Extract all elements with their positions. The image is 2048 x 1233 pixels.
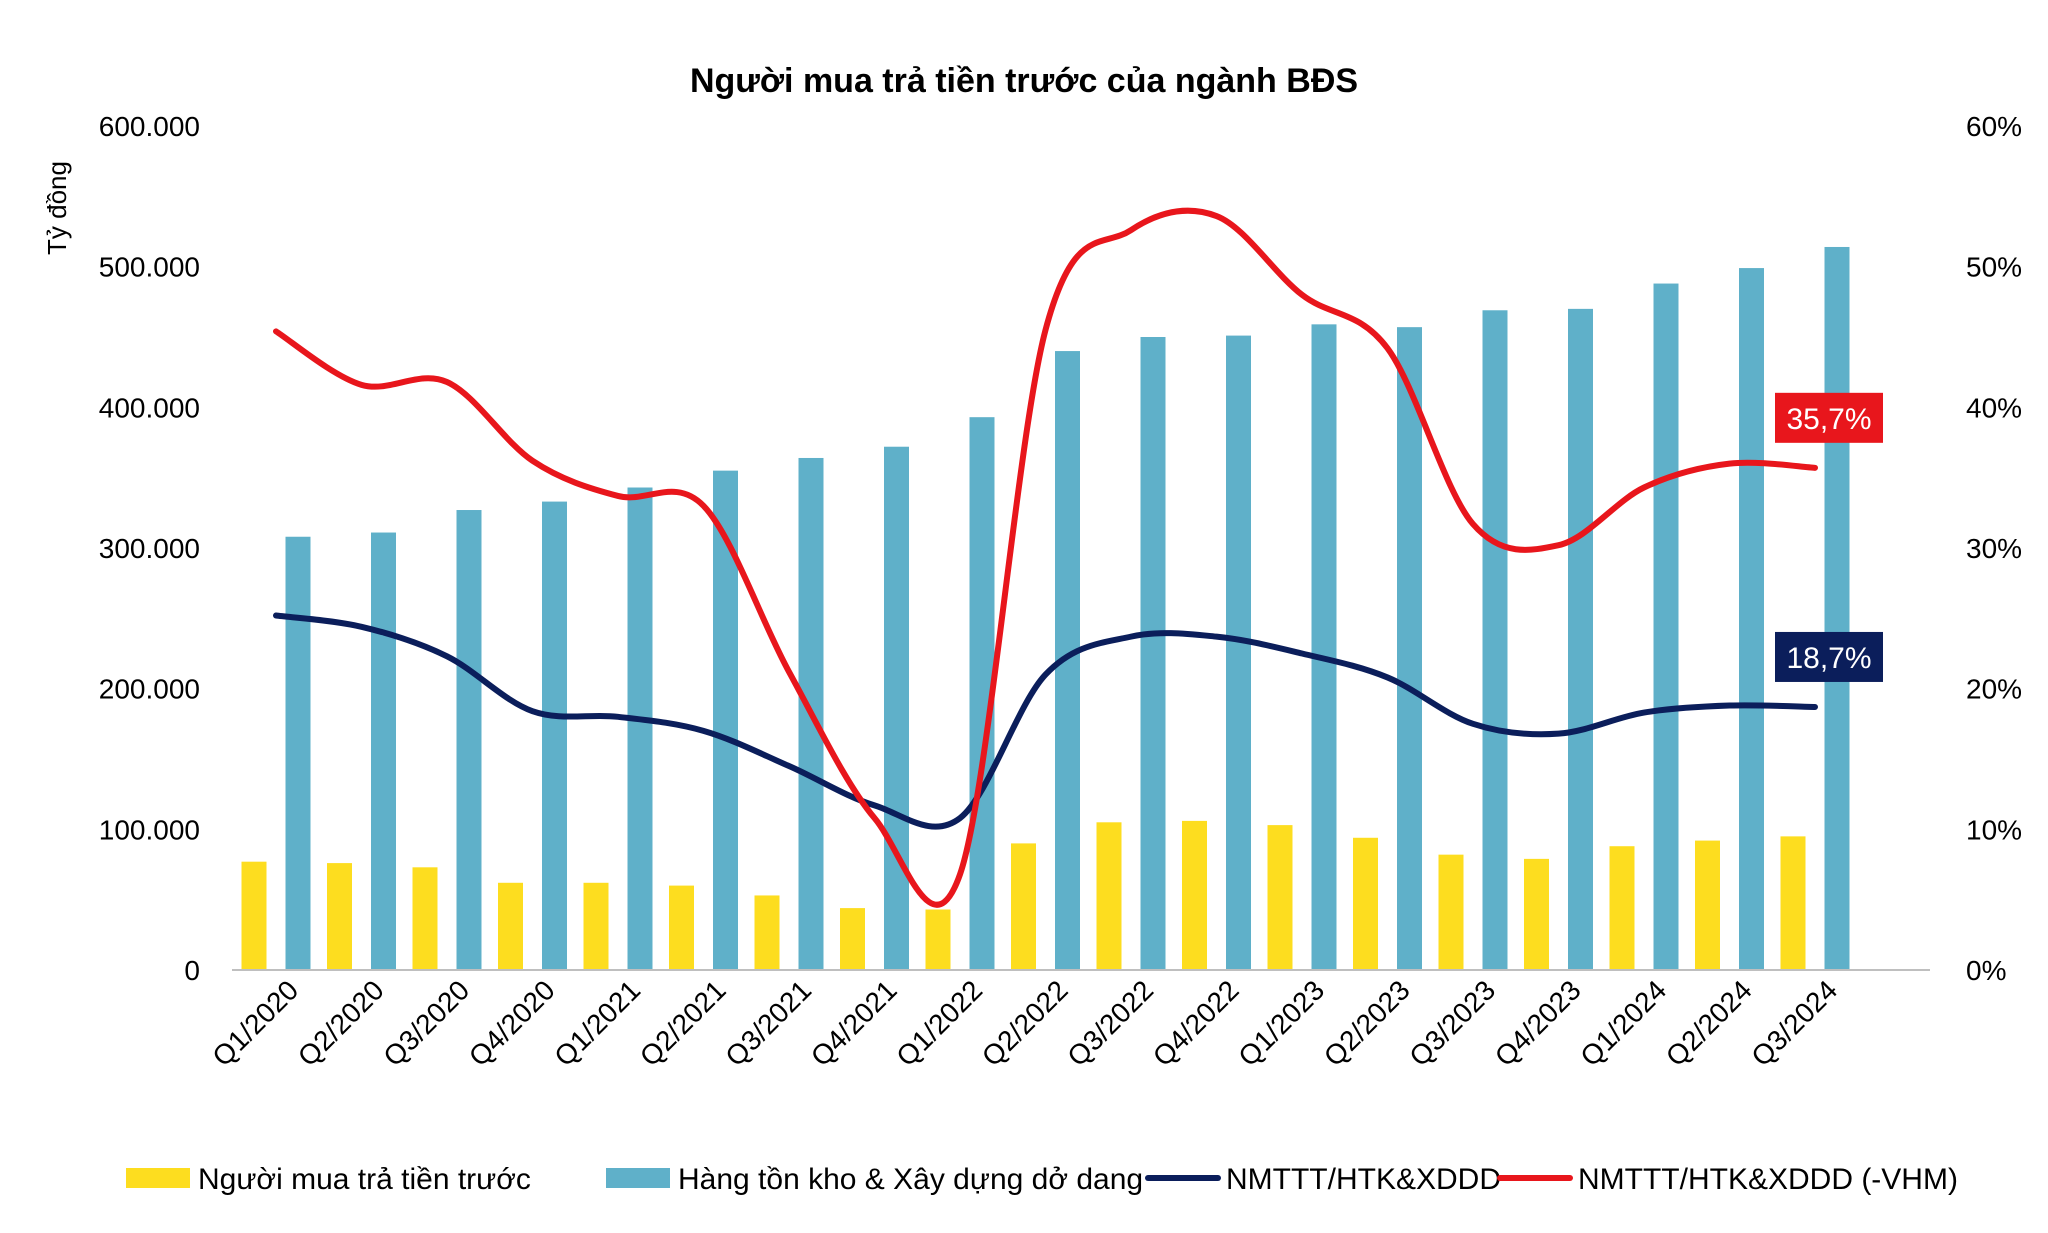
bar-series — [241, 246, 1850, 971]
bar-inventory — [1140, 337, 1166, 970]
bar-advance-payment — [1267, 825, 1293, 970]
bar-inventory — [1226, 335, 1251, 970]
legend-item: Hàng tồn kho & Xây dựng dở dang — [606, 1163, 1143, 1196]
legend-swatch — [126, 1168, 190, 1188]
bar-advance-payment — [1695, 840, 1720, 970]
end-label-box — [1775, 392, 1883, 443]
bar-inventory — [1482, 310, 1508, 971]
bar-inventory — [713, 470, 738, 970]
chart-title: Người mua trả tiền trước của ngành BĐS — [690, 62, 1358, 100]
right-tick-label: 10% — [1966, 814, 2022, 845]
category-label: Q2/2022 — [976, 974, 1074, 1072]
category-label: Q2/2023 — [1318, 974, 1416, 1072]
legend-item: NMTTT/HTK&XDDD (-VHM) — [1497, 1163, 1958, 1196]
legend-item: Người mua trả tiền trước — [126, 1163, 531, 1196]
category-label: Q1/2024 — [1574, 974, 1672, 1072]
bar-inventory — [1653, 283, 1679, 971]
category-label: Q4/2021 — [805, 974, 903, 1072]
category-label: Q1/2023 — [1232, 974, 1330, 1072]
line-series — [273, 207, 1818, 908]
end-labels: 18,7% 35,7% — [1775, 392, 1883, 682]
right-tick-label: 30% — [1966, 533, 2022, 564]
category-label: Q2/2020 — [292, 974, 390, 1072]
legend-label: Hàng tồn kho & Xây dựng dở dang — [678, 1163, 1143, 1196]
left-tick-label: 300.000 — [99, 533, 200, 564]
bar-advance-payment — [754, 895, 780, 970]
bar-inventory — [1824, 246, 1850, 970]
y-axis-label: Tỷ đồng — [42, 161, 72, 255]
bar-advance-payment — [327, 863, 352, 970]
bar-advance-payment — [1353, 837, 1378, 970]
category-label: Q4/2023 — [1489, 974, 1587, 1072]
category-label: Q3/2021 — [719, 974, 817, 1072]
bar-inventory — [371, 532, 396, 970]
bar-advance-payment — [1609, 846, 1635, 970]
category-label: Q4/2020 — [463, 974, 561, 1072]
category-labels: Q1/2020Q2/2020Q3/2020Q4/2020Q1/2021Q2/20… — [206, 974, 1843, 1072]
right-tick-label: 0% — [1966, 955, 2006, 986]
category-label: Q1/2022 — [890, 974, 988, 1072]
category-label: Q3/2023 — [1403, 974, 1501, 1072]
bar-advance-payment — [1182, 820, 1207, 970]
category-label: Q1/2021 — [548, 974, 646, 1072]
bar-inventory — [285, 536, 311, 970]
left-axis-ticks: 600.000 500.000 400.000 300.000 200.000 100.0… — [99, 111, 200, 986]
legend-label: NMTTT/HTK&XDDD — [1226, 1163, 1501, 1196]
bar-inventory — [627, 487, 653, 970]
category-label: Q3/2022 — [1061, 974, 1159, 1072]
bar-advance-payment — [583, 882, 609, 970]
left-tick-label: 200.000 — [99, 674, 200, 705]
bar-inventory — [1397, 327, 1422, 970]
legend-item: NMTTT/HTK&XDDD — [1145, 1163, 1501, 1196]
line-ratio — [273, 612, 1818, 830]
bar-advance-payment — [669, 885, 694, 970]
bar-advance-payment — [1524, 858, 1549, 970]
category-label: Q3/2024 — [1745, 974, 1843, 1072]
legend-label: NMTTT/HTK&XDDD (-VHM) — [1578, 1163, 1958, 1196]
bar-advance-payment — [498, 882, 523, 970]
legend-label: Người mua trả tiền trước — [198, 1163, 531, 1196]
category-label: Q2/2024 — [1660, 974, 1758, 1072]
bar-advance-payment — [1096, 822, 1122, 970]
legend: Người mua trả tiền trước Hàng tồn kho & X… — [126, 1163, 1958, 1196]
bar-advance-payment — [1011, 843, 1036, 970]
bar-inventory — [1568, 308, 1593, 970]
right-tick-label: 60% — [1966, 111, 2022, 142]
line-ratio-ex-vhm — [273, 207, 1818, 908]
right-axis-ticks: 60% 50% 40% 30% 20% 10% 0% — [1966, 111, 2022, 986]
bar-advance-payment — [925, 909, 951, 970]
left-tick-label: 500.000 — [99, 252, 200, 283]
bar-advance-payment — [840, 908, 865, 970]
left-tick-label: 600.000 — [99, 111, 200, 142]
left-tick-label: 100.000 — [99, 814, 200, 845]
legend-swatch — [606, 1168, 670, 1188]
bar-inventory — [456, 510, 482, 970]
category-label: Q3/2020 — [377, 974, 475, 1072]
bar-inventory — [1311, 324, 1337, 971]
category-label: Q1/2020 — [206, 974, 304, 1072]
left-tick-label: 0 — [184, 955, 200, 986]
bar-advance-payment — [1780, 836, 1806, 970]
end-label-text: 18,7% — [1786, 642, 1871, 675]
end-label-box — [1775, 631, 1883, 682]
end-label-ratio: 18,7% — [1775, 631, 1883, 682]
left-tick-label: 400.000 — [99, 392, 200, 423]
bar-advance-payment — [241, 861, 267, 970]
end-label-text: 35,7% — [1786, 403, 1871, 436]
bar-inventory — [884, 446, 909, 971]
bar-inventory — [542, 501, 567, 970]
end-label-ratio-ex-vhm: 35,7% — [1775, 392, 1883, 443]
right-tick-label: 50% — [1966, 252, 2022, 283]
right-tick-label: 40% — [1966, 392, 2022, 423]
category-label: Q2/2021 — [634, 974, 732, 1072]
category-label: Q4/2022 — [1147, 974, 1245, 1072]
bar-inventory — [1739, 268, 1764, 970]
right-tick-label: 20% — [1966, 674, 2022, 705]
bar-advance-payment — [1438, 854, 1464, 970]
bar-advance-payment — [412, 867, 438, 970]
